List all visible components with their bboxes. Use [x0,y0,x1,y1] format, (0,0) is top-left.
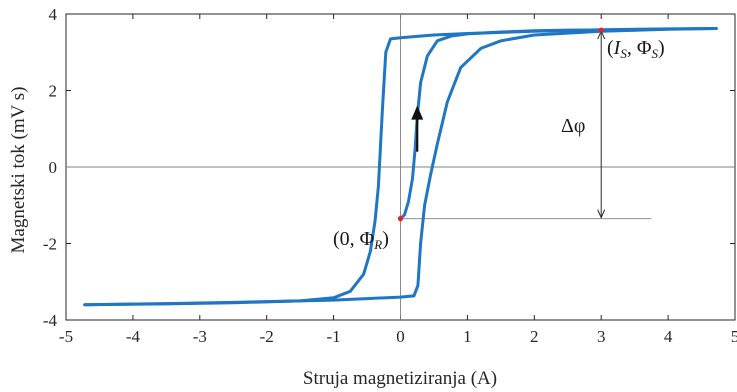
direction-arrowhead [411,105,424,120]
y-axis-label: Magnetski tok (mV s) [8,87,29,254]
x-tick-label: -2 [260,327,274,346]
delta-phi-arrowhead-bottom [597,209,606,219]
saturation-label: (IS, ΦS) [607,37,665,61]
y-tick-label: 2 [49,82,58,101]
x-tick-label: 3 [597,327,606,346]
y-tick-label: -4 [43,311,58,330]
x-tick-label: -1 [327,327,341,346]
x-tick-label: -5 [59,327,73,346]
remanence-point-marker [397,216,404,222]
annotations [397,27,604,222]
y-tick-label: -2 [43,235,57,254]
x-tick-label: 1 [463,327,472,346]
remanence-label: (0, ΦR) [333,228,389,252]
y-tick-label: 4 [49,5,58,24]
x-tick-label: -4 [126,327,141,346]
x-axis-label: Struja magnetiziranja (A) [303,368,497,389]
x-tick-label: 0 [396,327,405,346]
hysteresis-curve-3 [83,27,718,307]
delta-phi-label: Δφ [561,115,585,137]
series-group [83,27,718,307]
x-tick-label: 2 [530,327,539,346]
saturation-point-marker [598,27,604,33]
x-tick-label: -3 [193,327,207,346]
x-tick-label: 4 [664,327,673,346]
y-tick-label: 0 [49,158,58,177]
guide-lines [66,14,735,320]
x-tick-label: 5 [731,327,737,346]
